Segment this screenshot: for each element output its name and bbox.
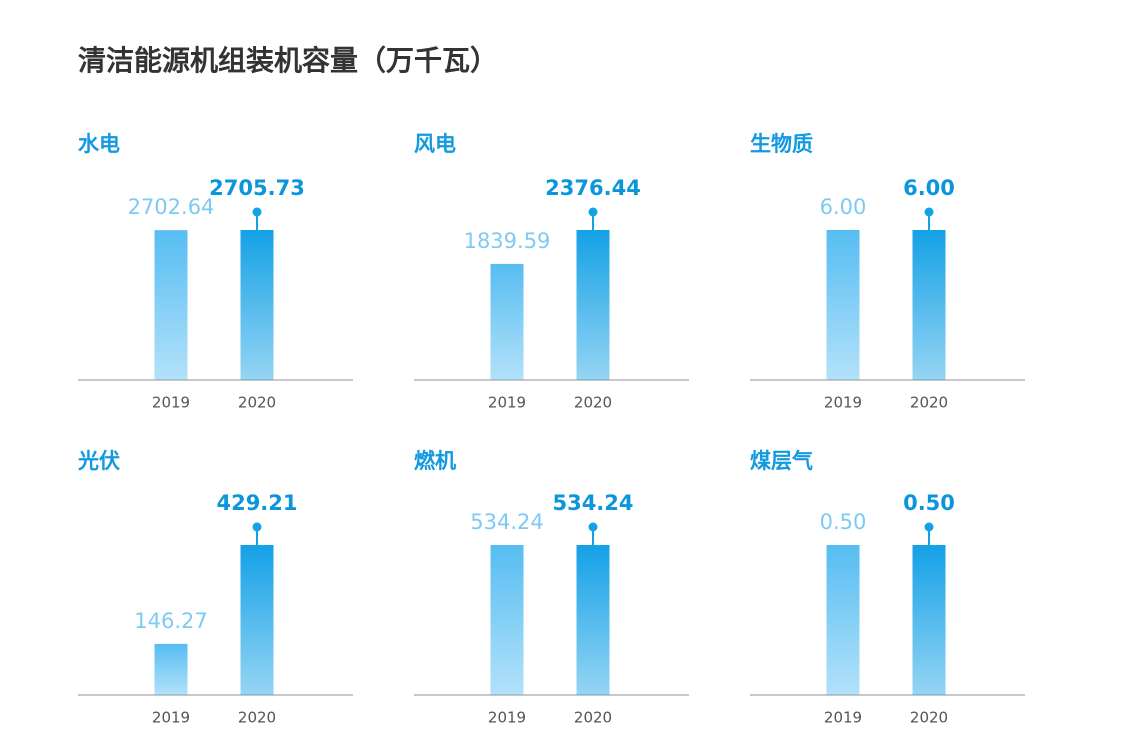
bar: [490, 545, 524, 695]
year-label: 2020: [238, 394, 276, 412]
year-label: 2019: [488, 709, 526, 727]
value-label: 534.24: [470, 510, 543, 534]
bar: [490, 263, 524, 380]
year-label: 2020: [574, 394, 612, 412]
value-label: 0.50: [903, 491, 955, 515]
year-label: 2020: [910, 709, 948, 727]
value-label: 146.27: [134, 609, 207, 633]
panel-title: 水电: [78, 132, 120, 156]
panel-title: 光伏: [77, 449, 120, 473]
pin-dot: [924, 207, 934, 217]
pin-dot: [588, 522, 598, 532]
panel-title: 风电: [414, 132, 456, 156]
year-label: 2020: [910, 394, 948, 412]
value-label: 1839.59: [464, 229, 551, 253]
pin-dot: [252, 207, 262, 217]
year-label: 2019: [152, 709, 190, 727]
value-label: 2705.73: [209, 176, 305, 200]
value-label: 6.00: [903, 176, 955, 200]
bar: [576, 230, 610, 380]
year-label: 2019: [824, 394, 862, 412]
bar: [826, 230, 860, 380]
year-label: 2020: [574, 709, 612, 727]
value-label: 6.00: [820, 195, 867, 219]
bar: [912, 545, 946, 695]
bar: [240, 230, 274, 380]
panel-title: 生物质: [750, 132, 813, 156]
bar: [240, 545, 274, 695]
value-label: 534.24: [552, 491, 633, 515]
bar: [576, 545, 610, 695]
year-label: 2019: [152, 394, 190, 412]
year-label: 2019: [824, 709, 862, 727]
year-label: 2019: [488, 394, 526, 412]
value-label: 429.21: [216, 491, 297, 515]
panel-title: 煤层气: [750, 449, 813, 473]
bar: [912, 230, 946, 380]
bar: [154, 643, 188, 695]
panel-title: 燃机: [414, 449, 456, 473]
bar: [154, 230, 188, 380]
value-label: 2376.44: [545, 176, 641, 200]
value-label: 0.50: [820, 510, 867, 534]
page-title: 清洁能源机组装机容量（万千瓦）: [78, 44, 498, 77]
bar: [826, 545, 860, 695]
pin-dot: [924, 522, 934, 532]
pin-dot: [252, 522, 262, 532]
pin-dot: [588, 207, 598, 217]
value-label: 2702.64: [128, 195, 215, 219]
year-label: 2020: [238, 709, 276, 727]
